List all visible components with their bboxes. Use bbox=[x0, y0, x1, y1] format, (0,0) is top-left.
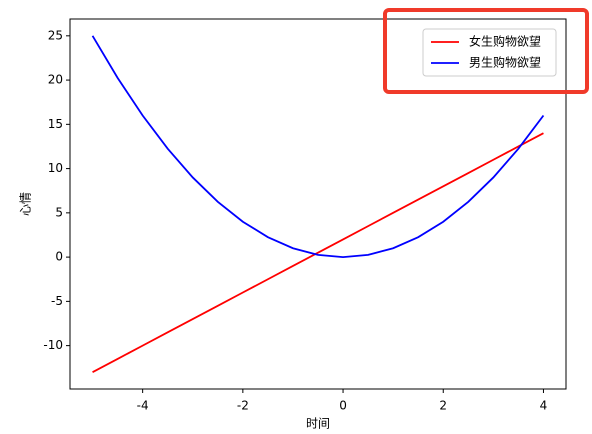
y-tick-label: 5 bbox=[55, 205, 63, 219]
x-tick-label: 2 bbox=[439, 399, 447, 413]
x-axis-label: 时间 bbox=[306, 417, 330, 431]
y-tick-label: -5 bbox=[51, 294, 63, 308]
y-tick-label: 10 bbox=[48, 161, 63, 175]
x-tick-label: -2 bbox=[237, 399, 249, 413]
y-axis-label: 心情 bbox=[19, 192, 33, 216]
y-tick-label: 25 bbox=[48, 28, 63, 42]
y-tick-label: -10 bbox=[43, 338, 63, 352]
x-tick-label: -4 bbox=[137, 399, 149, 413]
legend-box bbox=[422, 28, 557, 77]
x-tick-label: 4 bbox=[540, 399, 548, 413]
x-tick-label: 0 bbox=[339, 399, 347, 413]
plot-frame bbox=[69, 18, 567, 390]
y-tick-label: 15 bbox=[48, 117, 63, 131]
y-tick-label: 20 bbox=[48, 73, 63, 87]
y-tick-label: 0 bbox=[55, 250, 63, 264]
line bbox=[92, 132, 544, 373]
legend-label: 女生购物欲望 bbox=[469, 34, 541, 49]
line bbox=[91, 35, 545, 259]
legend-label: 男生购物欲望 bbox=[469, 55, 541, 70]
highlight-box bbox=[383, 8, 589, 94]
